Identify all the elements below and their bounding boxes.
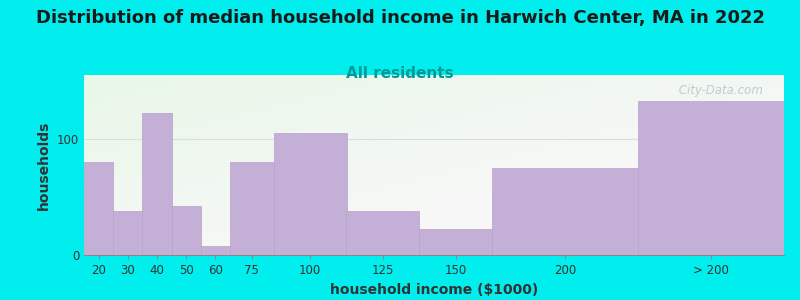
Bar bbox=[638, 100, 784, 255]
Text: Distribution of median household income in Harwich Center, MA in 2022: Distribution of median household income … bbox=[35, 9, 765, 27]
X-axis label: household income ($1000): household income ($1000) bbox=[330, 283, 538, 297]
Bar bbox=[84, 162, 113, 255]
Bar bbox=[113, 211, 142, 255]
Y-axis label: households: households bbox=[38, 120, 51, 210]
Bar bbox=[346, 211, 419, 255]
Bar bbox=[171, 206, 201, 255]
Bar bbox=[419, 230, 492, 255]
Bar bbox=[201, 246, 230, 255]
Bar bbox=[142, 113, 171, 255]
Bar bbox=[230, 162, 274, 255]
Text: All residents: All residents bbox=[346, 66, 454, 81]
Bar bbox=[492, 168, 638, 255]
Text: City-Data.com: City-Data.com bbox=[675, 84, 763, 97]
Bar bbox=[274, 133, 346, 255]
